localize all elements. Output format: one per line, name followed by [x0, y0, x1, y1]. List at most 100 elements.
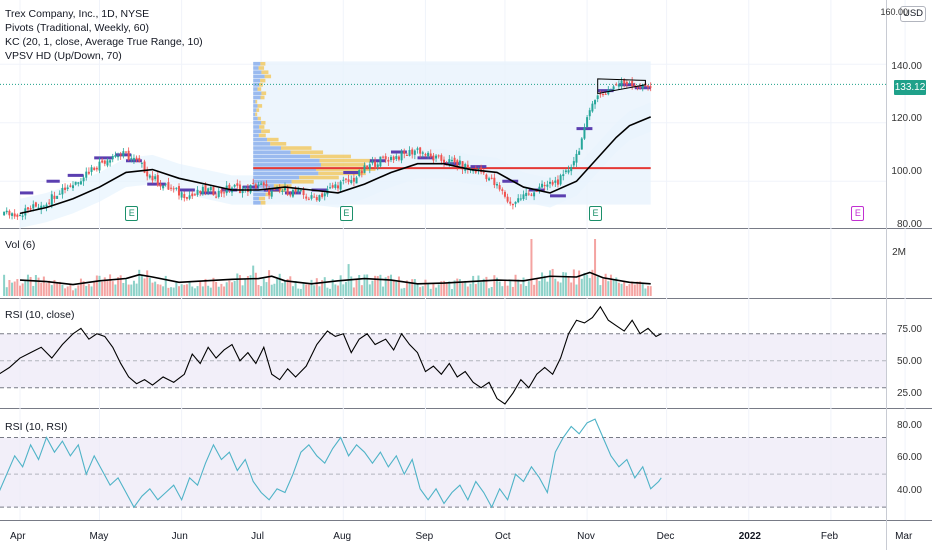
price-candle — [111, 156, 114, 160]
volume-profile-up-bar — [253, 112, 256, 117]
rsi-rsi-pane-title[interactable]: RSI (10, RSI) — [5, 421, 68, 433]
legend-title: Trex Company, Inc., 1D, NYSE — [5, 8, 150, 20]
price-candle — [260, 183, 263, 185]
volume-bar — [64, 288, 67, 296]
volume-bar — [564, 272, 567, 296]
volume-profile-down-bar — [258, 133, 266, 138]
price-candle — [159, 183, 162, 187]
y-tick-80: 80.00 — [896, 219, 922, 230]
volume-bar — [352, 287, 355, 296]
volume-bar — [273, 283, 276, 296]
volume-bar — [281, 282, 284, 296]
price-candle — [527, 193, 530, 195]
price-candle — [594, 100, 597, 105]
volume-profile-up-bar — [253, 175, 300, 180]
volume-bar — [411, 279, 414, 296]
price-candle — [48, 202, 51, 204]
price-candle — [588, 110, 591, 117]
volume-bar — [178, 286, 180, 296]
volume-profile-down-bar — [264, 74, 272, 79]
volume-profile-down-bar — [321, 163, 366, 167]
volume-bar — [421, 286, 424, 296]
price-candle — [109, 160, 112, 163]
legend-pivots[interactable]: Pivots (Traditional, Weekly, 60) — [5, 22, 149, 34]
price-candle — [305, 196, 308, 199]
price-candle — [482, 172, 485, 174]
volume-profile-down-bar — [273, 184, 292, 188]
price-candle — [53, 195, 56, 199]
price-candle — [464, 164, 467, 171]
legend-vpsv[interactable]: VPSV HD (Up/Down, 70) — [5, 50, 122, 62]
volume-bar — [546, 281, 549, 296]
price-candle — [466, 164, 469, 170]
price-candle — [633, 85, 636, 87]
price-candle — [315, 197, 318, 201]
volume-bar — [609, 274, 612, 296]
earnings-marker[interactable]: E — [589, 206, 603, 221]
volume-bar — [615, 277, 618, 296]
price-candle — [146, 171, 149, 177]
price-candle — [427, 152, 430, 157]
volume-bar — [596, 276, 599, 296]
volume-bar — [289, 276, 292, 296]
price-candle — [567, 170, 570, 173]
earnings-marker[interactable]: E — [851, 206, 865, 221]
volume-bar — [167, 287, 170, 296]
x-tick-label: Nov — [577, 531, 595, 542]
price-candle — [209, 187, 212, 191]
currency-button[interactable]: USD — [900, 6, 926, 22]
volume-bar — [193, 288, 196, 296]
volume-bar — [156, 284, 159, 296]
price-candle — [360, 170, 363, 174]
earnings-marker[interactable]: E — [125, 206, 139, 221]
price-candle — [405, 154, 408, 156]
volume-bar — [413, 279, 416, 296]
price-candle — [649, 86, 652, 88]
volume-bar — [199, 280, 202, 296]
volume-profile-down-bar — [257, 104, 263, 108]
volume-bar — [623, 280, 626, 296]
volume-bar — [69, 284, 72, 296]
price-candle — [493, 177, 496, 186]
price-candle — [196, 189, 199, 195]
price-candle — [390, 156, 392, 161]
volume-bar — [472, 275, 475, 296]
volume-bar — [363, 274, 366, 296]
price-candle — [180, 192, 183, 198]
price-candle — [352, 177, 355, 182]
price-candle — [284, 186, 286, 191]
x-tick-label: Sep — [415, 531, 434, 542]
volume-bar — [188, 282, 191, 296]
volume-pane-title[interactable]: Vol (6) — [5, 239, 36, 251]
volume-bar — [530, 239, 533, 296]
price-candle — [448, 159, 451, 164]
volume-bar — [533, 284, 536, 296]
volume-bar — [456, 278, 459, 296]
price-candle — [3, 211, 6, 216]
volume-bar — [586, 274, 589, 296]
volume-bar — [79, 278, 82, 296]
volume-bar — [175, 281, 178, 296]
price-candle — [615, 84, 618, 86]
price-candle — [374, 161, 377, 167]
volume-bar — [329, 288, 332, 296]
price-candle — [72, 185, 74, 189]
volume-bar — [305, 284, 308, 296]
volume-bar — [223, 286, 226, 296]
x-tick-label: May — [89, 531, 109, 542]
price-candle — [543, 184, 546, 187]
earnings-marker[interactable]: E — [339, 206, 353, 221]
price-candle — [302, 188, 305, 196]
price-candle — [411, 149, 414, 155]
volume-bar — [612, 279, 615, 296]
x-tick-label: Apr — [10, 531, 26, 542]
volume-profile-down-bar — [258, 66, 265, 70]
volume-bar — [498, 281, 501, 296]
volume-profile-down-bar — [310, 154, 351, 159]
price-candle — [42, 205, 45, 207]
volume-bar — [464, 280, 467, 296]
x-tick-label: Mar — [895, 531, 913, 542]
legend-kc[interactable]: KC (20, 1, close, Average True Range, 10… — [5, 36, 203, 48]
price-candle — [130, 158, 133, 160]
rsi-close-pane-title[interactable]: RSI (10, close) — [5, 309, 75, 321]
